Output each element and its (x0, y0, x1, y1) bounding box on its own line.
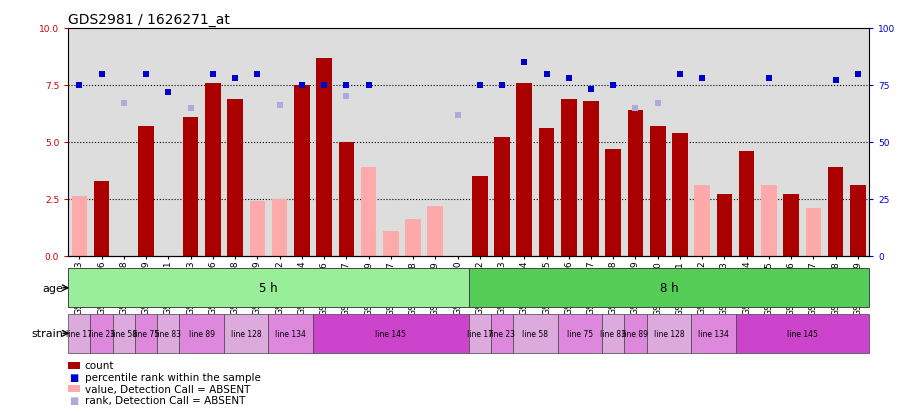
Text: percentile rank within the sample: percentile rank within the sample (85, 372, 260, 382)
Text: line 17: line 17 (66, 329, 93, 338)
Bar (602, 314, 624, 353)
Bar (135, 314, 157, 353)
Text: line 145: line 145 (375, 329, 406, 338)
Bar (650, 126, 665, 256)
Text: line 17: line 17 (467, 329, 493, 338)
Text: line 89: line 89 (188, 329, 215, 338)
Bar (717, 195, 733, 256)
Text: line 128: line 128 (653, 329, 684, 338)
Bar (472, 176, 488, 256)
Bar (739, 152, 754, 256)
Bar (72, 197, 87, 256)
Bar (784, 195, 799, 256)
Bar (205, 83, 220, 256)
Text: ■: ■ (69, 395, 78, 405)
Text: line 83: line 83 (156, 329, 181, 338)
Bar (94, 181, 109, 256)
Bar (628, 111, 643, 256)
Bar (224, 314, 268, 353)
Bar (494, 138, 510, 256)
Text: line 58: line 58 (522, 329, 549, 338)
Bar (90, 314, 113, 353)
Text: line 134: line 134 (275, 329, 306, 338)
Bar (228, 99, 243, 256)
Text: ■: ■ (69, 372, 78, 382)
Text: GDS2981 / 1626271_at: GDS2981 / 1626271_at (68, 12, 230, 26)
Bar (647, 314, 691, 353)
Bar (605, 149, 621, 256)
Bar (249, 202, 265, 256)
Text: line 75: line 75 (133, 329, 159, 338)
Bar (805, 208, 821, 256)
Bar (313, 314, 469, 353)
Bar (183, 117, 198, 256)
Bar (761, 185, 777, 256)
Bar (360, 167, 377, 256)
Text: line 89: line 89 (622, 329, 649, 338)
Bar (517, 83, 532, 256)
Bar (68, 268, 469, 308)
Bar (405, 220, 420, 256)
Bar (583, 102, 599, 256)
Bar (272, 199, 288, 256)
Bar (561, 99, 577, 256)
Bar (157, 314, 179, 353)
Text: line 23: line 23 (88, 329, 115, 338)
Bar (828, 167, 844, 256)
Text: line 128: line 128 (231, 329, 261, 338)
Bar (469, 314, 490, 353)
Text: line 145: line 145 (787, 329, 818, 338)
Text: count: count (85, 361, 114, 370)
Text: strain: strain (32, 328, 64, 339)
Bar (68, 314, 90, 353)
Bar (558, 314, 602, 353)
Text: line 58: line 58 (111, 329, 136, 338)
Text: line 23: line 23 (489, 329, 515, 338)
Bar (383, 231, 399, 256)
Bar (294, 85, 309, 256)
Bar (339, 142, 354, 256)
Bar (691, 314, 735, 353)
Bar (850, 185, 865, 256)
Bar (539, 129, 554, 256)
Text: line 75: line 75 (567, 329, 593, 338)
Bar (490, 314, 513, 353)
Bar (268, 314, 313, 353)
Text: 8 h: 8 h (660, 282, 678, 294)
Text: line 83: line 83 (601, 329, 626, 338)
Bar (317, 58, 332, 256)
Bar (735, 314, 869, 353)
Text: 5 h: 5 h (259, 282, 278, 294)
Text: rank, Detection Call = ABSENT: rank, Detection Call = ABSENT (85, 395, 245, 405)
Text: line 134: line 134 (698, 329, 729, 338)
Bar (624, 314, 647, 353)
Bar (672, 133, 688, 256)
Bar (138, 126, 154, 256)
Text: value, Detection Call = ABSENT: value, Detection Call = ABSENT (85, 384, 250, 394)
Bar (428, 206, 443, 256)
Bar (179, 314, 224, 353)
Text: age: age (43, 283, 64, 293)
Bar (113, 314, 135, 353)
Bar (513, 314, 558, 353)
Bar (469, 268, 869, 308)
Bar (694, 185, 710, 256)
